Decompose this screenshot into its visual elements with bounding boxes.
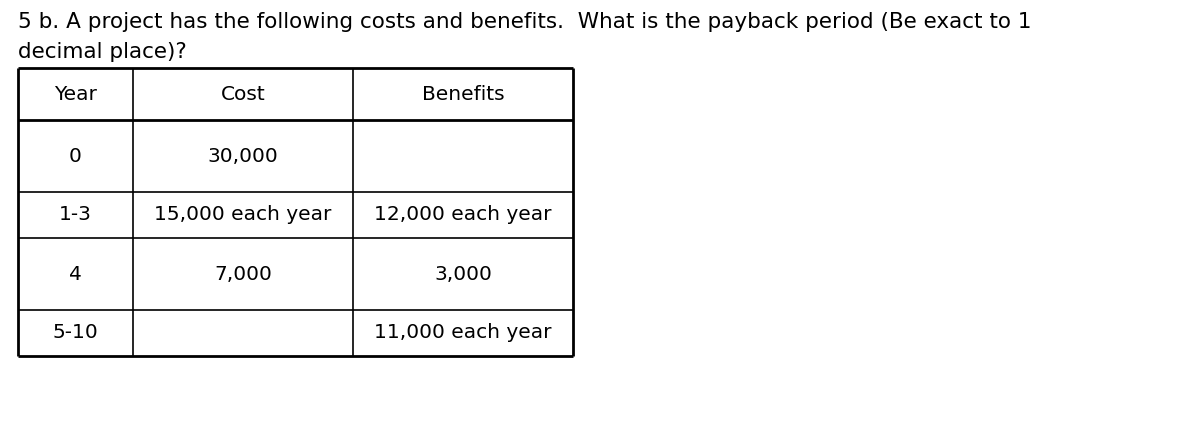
- Bar: [133, 192, 353, 238]
- Bar: [18, 68, 133, 120]
- Text: 5 b. A project has the following costs and benefits.  What is the payback period: 5 b. A project has the following costs a…: [18, 12, 1032, 32]
- Text: 4: 4: [70, 265, 82, 284]
- Text: 30,000: 30,000: [208, 146, 278, 165]
- Bar: [133, 68, 353, 120]
- Text: 5-10: 5-10: [53, 324, 98, 343]
- Text: 11,000 each year: 11,000 each year: [374, 324, 552, 343]
- Text: 7,000: 7,000: [214, 265, 272, 284]
- Text: decimal place)?: decimal place)?: [18, 42, 187, 62]
- Bar: [353, 238, 574, 310]
- Bar: [18, 192, 133, 238]
- Text: 1-3: 1-3: [59, 206, 92, 224]
- Bar: [133, 310, 353, 356]
- Text: Benefits: Benefits: [421, 85, 504, 104]
- Bar: [353, 68, 574, 120]
- Text: Cost: Cost: [221, 85, 265, 104]
- Bar: [133, 120, 353, 192]
- Bar: [18, 310, 133, 356]
- Bar: [18, 238, 133, 310]
- Bar: [18, 120, 133, 192]
- Bar: [353, 310, 574, 356]
- Text: 3,000: 3,000: [434, 265, 492, 284]
- Text: 0: 0: [70, 146, 82, 165]
- Bar: [353, 192, 574, 238]
- Bar: [133, 238, 353, 310]
- Text: 12,000 each year: 12,000 each year: [374, 206, 552, 224]
- Text: 15,000 each year: 15,000 each year: [155, 206, 331, 224]
- Text: Year: Year: [54, 85, 97, 104]
- Bar: [353, 120, 574, 192]
